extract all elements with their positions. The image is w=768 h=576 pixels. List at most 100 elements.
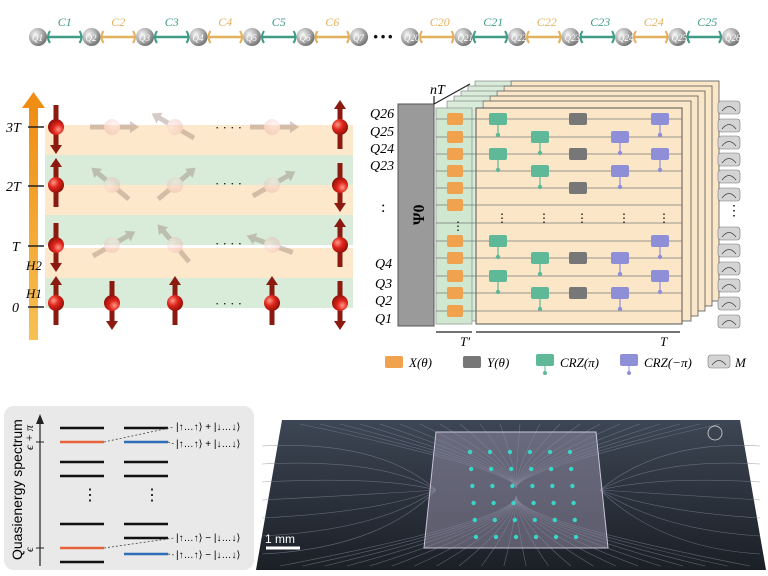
spin-arrowhead (266, 276, 278, 285)
spin-row3T-col1 (48, 105, 64, 154)
spin-row2T-col1 (48, 158, 64, 207)
cr-gate (531, 287, 549, 299)
x-gate (447, 305, 463, 317)
T-label: T (660, 334, 668, 349)
spin-arrowhead (151, 112, 163, 124)
legend-control-dot (627, 371, 631, 375)
spin-ball (48, 119, 64, 135)
spin-ball (104, 237, 120, 253)
cr-gate (651, 113, 669, 125)
x-gate (447, 182, 463, 194)
measure-gate (717, 296, 741, 311)
chip-qubit (532, 517, 537, 523)
coupler-bracket-right (185, 30, 190, 44)
spin-arrowhead (246, 233, 258, 245)
coupler-bracket-left (154, 30, 158, 44)
chain-node (82, 28, 101, 46)
initial-state-label: Ψ0 (411, 205, 428, 225)
cr-gate (489, 235, 507, 247)
cr-gate (611, 165, 629, 177)
chip-qubit (487, 449, 493, 455)
coupler-bracket-right (664, 30, 669, 44)
label-2T: 2T (6, 180, 22, 195)
legend-meter (711, 360, 727, 366)
chip-wire (599, 489, 761, 519)
measure-meter (721, 158, 737, 164)
chip-wire (599, 489, 761, 501)
coupler-label: C25 (697, 15, 717, 29)
legend-swatch (385, 356, 403, 368)
legend-label: M (734, 355, 747, 370)
spin-arrowhead (334, 203, 346, 212)
cr-control-dot (495, 254, 501, 260)
cr-control-dot (537, 306, 543, 312)
spin-ball (48, 237, 64, 253)
chain-node (668, 28, 687, 46)
chain-node-label: Q20 (404, 33, 420, 43)
cr-control-dot (657, 167, 663, 173)
nT-bracket (433, 83, 471, 105)
chip-qubit-region (423, 431, 609, 549)
chip-qubit (490, 483, 495, 489)
spin-ball (48, 177, 64, 193)
spin-ball (167, 119, 183, 135)
spin-arrowhead (334, 218, 346, 227)
spectrum-background (4, 406, 254, 570)
cr-control-dot (617, 184, 623, 190)
measure-meter (721, 302, 737, 308)
cr-gate (531, 252, 549, 264)
pointer-lower-2 (167, 553, 175, 556)
qubit-label-Q24: Q24 (370, 142, 394, 157)
chip-qubit (472, 517, 477, 523)
spin-arrowhead (91, 167, 103, 179)
coupler-bracket-left (419, 30, 423, 44)
coupler-label: C22 (537, 15, 557, 29)
chip-qubit (493, 534, 499, 540)
chip-qubit (489, 466, 494, 472)
spin-ball (332, 295, 348, 311)
spin-arrowhead (334, 100, 346, 109)
cr-gate (611, 287, 629, 299)
qubit-label-Q4: Q4 (375, 257, 392, 272)
legend-label: Y(θ) (487, 355, 509, 370)
chip-qubit (491, 500, 496, 506)
cr-control-dot (495, 167, 501, 173)
chip-qubit (471, 500, 476, 506)
cr-gate (651, 270, 669, 282)
cr-control-dot (495, 132, 501, 138)
chip-qubit (553, 534, 559, 540)
qubit-label-Q2: Q2 (375, 294, 392, 309)
band-h2-3 (45, 125, 353, 155)
cr-control-dot (657, 289, 663, 295)
ellipsis-row-2T: · · · · (215, 176, 242, 191)
chip-qubit (567, 449, 573, 455)
cr-control-dot (537, 184, 543, 190)
measure-gate (717, 100, 741, 115)
chip-wire (599, 462, 761, 491)
coupler-bracket-left (47, 30, 51, 44)
measure-gate (717, 226, 741, 241)
chain-node (296, 28, 315, 46)
spin-rowT-col2 (91, 230, 136, 259)
chip-qubit (549, 466, 554, 472)
chip-wire (261, 489, 437, 555)
cr-gate (651, 148, 669, 160)
measure-gate (717, 169, 741, 184)
chain-node-label: Q24 (618, 33, 634, 43)
gate-column-dots: ⋮ (538, 211, 550, 225)
chain-node (243, 28, 261, 46)
coupler-bracket-left (686, 30, 691, 44)
coupler-label: C4 (218, 15, 232, 29)
spin-arrowhead (130, 121, 139, 133)
spin-ball (104, 295, 120, 311)
initial-state-box (397, 103, 435, 327)
chip-wire (261, 489, 437, 501)
spin-ball (264, 237, 280, 253)
energy-levels (60, 426, 175, 564)
cr-control-dot (657, 254, 663, 260)
legend-swatch (463, 356, 481, 368)
coupler-label: C2 (111, 15, 125, 29)
chain-node (454, 28, 473, 46)
spin-arrowhead (157, 224, 169, 236)
